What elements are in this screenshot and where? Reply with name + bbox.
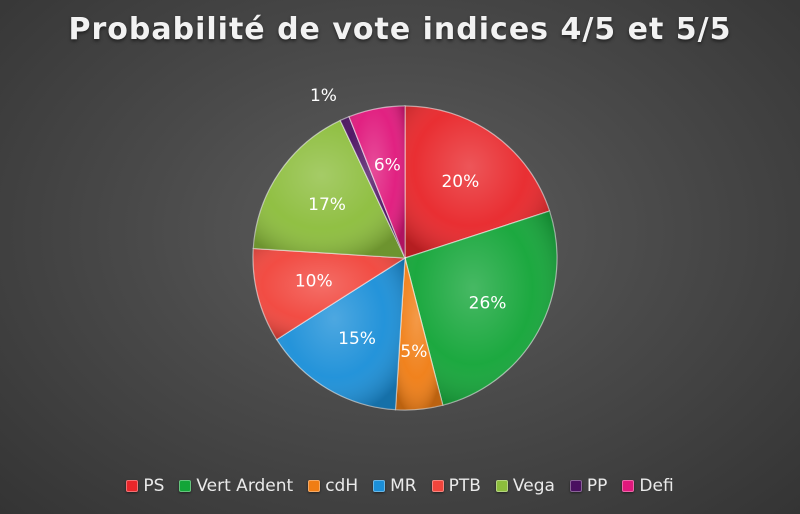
data-label-cdh: 5% [400,342,427,362]
legend-swatch [126,480,139,492]
legend-item-vega: Vega [495,476,555,496]
legend-label: Defi [639,476,674,496]
legend-label: PP [586,476,608,496]
legend-swatch [622,480,635,492]
chart-title: Probabilité de vote indices 4/5 et 5/5 [68,12,732,47]
legend-label: Vega [512,476,555,496]
data-label-ps: 20% [441,172,479,192]
legend-item-mr: MR [373,476,417,496]
data-label-vega: 17% [308,195,346,215]
legend-item-vert-ardent: Vert Ardent [179,476,293,496]
legend-swatch [569,480,582,492]
legend-label: PS [143,476,165,496]
data-label-vert-ardent: 26% [469,293,507,313]
legend: PS Vert Ardent cdH MR PTB Vega PP Defi [0,476,800,496]
legend-item-ps: PS [126,476,164,496]
legend-item-pp: PP [569,476,608,496]
data-label-mr: 15% [338,329,376,349]
legend-item-ptb: PTB [431,476,481,496]
legend-swatch [373,480,386,492]
data-label-ptb: 10% [295,271,333,291]
legend-label: Vert Ardent [196,476,294,496]
legend-label: PTB [448,476,481,496]
data-label-pp: 1% [310,86,337,106]
legend-swatch [495,480,508,492]
legend-label: MR [390,476,417,496]
data-label-defi: 6% [374,155,401,175]
legend-label: cdH [325,476,359,496]
legend-swatch [179,480,192,492]
legend-swatch [431,480,444,492]
legend-swatch [308,480,321,492]
legend-item-defi: Defi [622,476,674,496]
legend-item-cdh: cdH [308,476,358,496]
